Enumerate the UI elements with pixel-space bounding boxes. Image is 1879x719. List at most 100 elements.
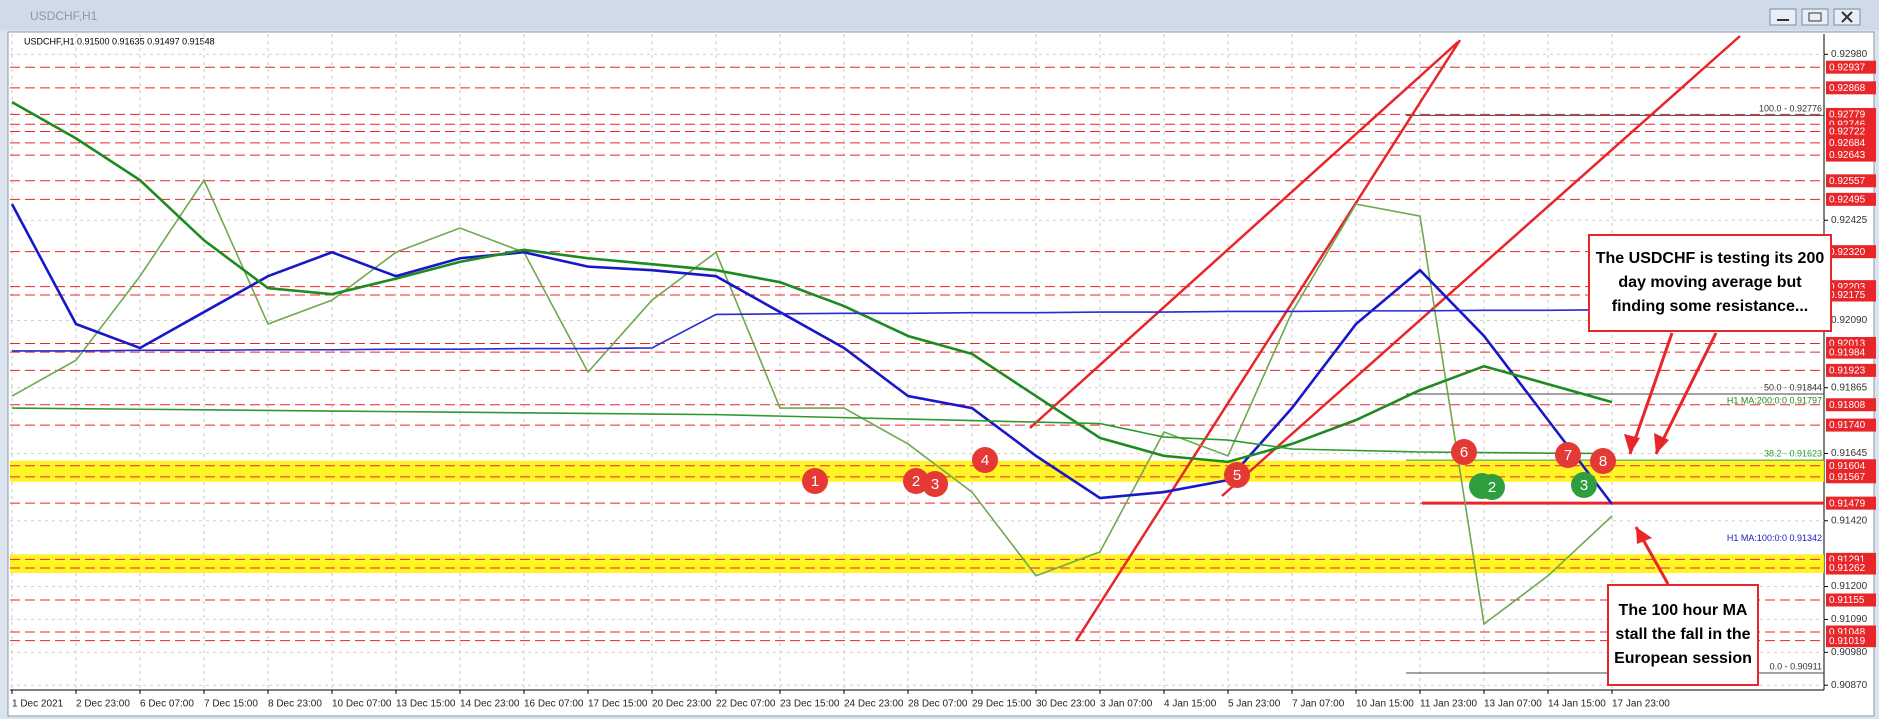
moving-average (11, 407, 1613, 455)
x-tick-label: 16 Dec 07:00 (524, 699, 584, 710)
x-tick-label: 23 Dec 15:00 (780, 699, 840, 710)
level-label: 0.92203 (1829, 282, 1866, 293)
level-tag (1826, 192, 1876, 206)
level-tag (1826, 363, 1876, 377)
annotation-text: finding some resistance... (1612, 298, 1809, 315)
marker (1590, 448, 1616, 474)
level-label: 0.92779 (1829, 110, 1866, 121)
y-tick-label: 0.90870 (1831, 680, 1868, 691)
x-tick-label: 5 Jan 23:00 (1228, 699, 1281, 710)
x-tick-label: 3 Jan 07:00 (1100, 699, 1153, 710)
y-tick-label: 0.91090 (1831, 614, 1868, 625)
fib-label: 0.0 - 0.90911 (1770, 661, 1822, 671)
level-tag (1826, 470, 1876, 484)
x-tick-label: 30 Dec 23:00 (1036, 699, 1096, 710)
y-tick-label: 0.92425 (1831, 215, 1868, 226)
x-tick-label: 2 Dec 23:00 (76, 699, 130, 710)
x-tick-label: 22 Dec 07:00 (716, 699, 776, 710)
marker-label: 2 (1488, 479, 1496, 496)
marker (922, 471, 948, 497)
level-label: 0.91984 (1829, 347, 1866, 358)
x-tick-label: 1 Dec 2021 (12, 699, 64, 710)
level-label: 0.91567 (1829, 472, 1866, 483)
level-label: 0.92175 (1829, 290, 1866, 301)
x-tick-label: 4 Jan 15:00 (1164, 699, 1217, 710)
y-tick-label: 0.92980 (1831, 49, 1868, 60)
marker-label: 4 (981, 452, 989, 469)
level-tag (1826, 124, 1876, 138)
x-tick-label: 17 Jan 23:00 (1612, 699, 1670, 710)
maximize-button[interactable] (1801, 8, 1829, 26)
trend-line (1074, 39, 1462, 642)
marker (1451, 439, 1477, 465)
y-tick-label: 0.90980 (1831, 647, 1868, 658)
level-tag (1826, 561, 1876, 575)
icon (1808, 12, 1822, 22)
level-label: 0.91923 (1829, 366, 1866, 377)
moving-average (11, 101, 1613, 464)
x-tick-label: 13 Jan 07:00 (1484, 699, 1542, 710)
level-tag (1826, 593, 1876, 607)
x-tick-label: 8 Dec 23:00 (268, 699, 322, 710)
chart-panel (7, 31, 1875, 717)
x-tick-label: 10 Jan 15:00 (1356, 699, 1414, 710)
annotation-box (1607, 584, 1759, 686)
x-tick-label: 13 Dec 15:00 (396, 699, 456, 710)
x-tick-label: 6 Dec 07:00 (140, 699, 194, 710)
x-tick-label: 28 Dec 07:00 (908, 699, 968, 710)
fib-label: 38.2 - 0.91623 (1764, 448, 1822, 458)
arrowhead (1654, 433, 1669, 454)
marker-label: 8 (1599, 453, 1607, 470)
marker (802, 468, 828, 494)
level-tag (1826, 148, 1876, 162)
level-label: 0.91019 (1829, 636, 1866, 647)
level-label: 0.91740 (1829, 420, 1866, 431)
marker-label: 2 (912, 473, 920, 490)
window-buttons[interactable] (1769, 8, 1861, 26)
annotation-text: stall the fall in the (1615, 626, 1750, 643)
level-tag (1826, 398, 1876, 412)
arrowhead (1624, 434, 1640, 454)
level-label: 0.92746 (1829, 119, 1866, 130)
level-label: 0.91479 (1829, 498, 1866, 509)
annotation-text: The USDCHF is testing its 200 (1596, 250, 1825, 267)
moving-average (10, 203, 1614, 505)
moving-average (12, 308, 1613, 352)
window-title: USDCHF,H1 (30, 9, 98, 23)
y-tick-label: 0.91865 (1831, 382, 1868, 393)
arrow (1654, 332, 1718, 455)
level-label: 0.92684 (1829, 138, 1866, 149)
annotation-text: The 100 hour MA (1619, 602, 1748, 619)
x-tick-label: 14 Dec 23:00 (460, 699, 520, 710)
x-tick-label: 7 Dec 15:00 (204, 699, 258, 710)
level-tag (1826, 136, 1876, 150)
y-tick-label: 0.92090 (1831, 315, 1868, 326)
level-label: 0.92722 (1829, 127, 1866, 138)
series-label: H1 MA:200:0:0 0.91797 (1727, 396, 1822, 406)
marker (972, 447, 998, 473)
trend-line (1221, 35, 1741, 497)
symbol-info: USDCHF,H1 0.91500 0.91635 0.91497 0.9154… (24, 36, 215, 46)
level-label: 0.92320 (1829, 247, 1866, 258)
y-tick-label: 0.91200 (1831, 581, 1868, 592)
marker-label: 1 (811, 473, 819, 490)
y-tick-label: 0.91420 (1831, 515, 1868, 526)
marker-label: 3 (1580, 477, 1588, 494)
marker (1479, 474, 1505, 500)
fib-label: 50.0 - 0.91844 (1764, 382, 1822, 392)
fib-label: 100.0 - 0.92776 (1759, 104, 1822, 114)
title-bar (0, 0, 1879, 30)
minimize-button[interactable] (1769, 8, 1797, 26)
icon (1841, 11, 1853, 23)
level-label: 0.91048 (1829, 627, 1866, 638)
level-label: 0.91604 (1829, 461, 1866, 472)
x-tick-label: 7 Jan 07:00 (1292, 699, 1345, 710)
level-label: 0.92013 (1829, 339, 1866, 350)
level-tag (1826, 634, 1876, 648)
x-tick-label: 10 Dec 07:00 (332, 699, 392, 710)
marker-label: 6 (1460, 444, 1468, 461)
x-tick-label: 20 Dec 23:00 (652, 699, 712, 710)
level-tag (1826, 245, 1876, 259)
level-label: 0.91262 (1829, 563, 1866, 574)
